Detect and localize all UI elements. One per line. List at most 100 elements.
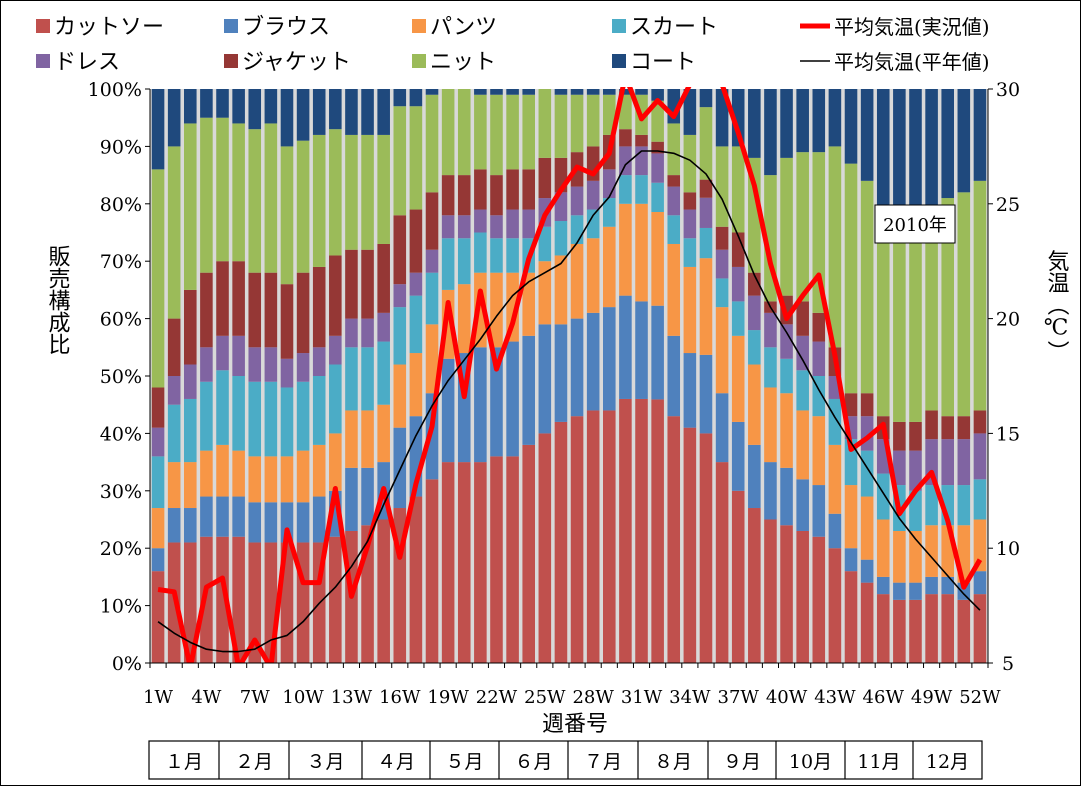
bar-segment-5-week-6 <box>232 335 245 376</box>
bar-segment-1-week-25 <box>538 433 552 663</box>
bar-segment-7-week-40 <box>780 157 793 296</box>
bar-segment-5-week-24 <box>522 209 535 239</box>
bar-segment-2-week-51 <box>957 582 971 600</box>
month-label: １月 <box>165 751 203 773</box>
bar-segment-5-week-13 <box>345 318 358 348</box>
bar-segment-6-week-49 <box>925 410 938 440</box>
bar-segment-6-week-25 <box>538 157 552 199</box>
bar-segment-7-week-34 <box>683 134 697 193</box>
bar-segment-6-week-36 <box>715 226 729 250</box>
bar-segment-3-week-41 <box>796 410 809 480</box>
bar-segment-7-week-4 <box>200 117 213 273</box>
bar-segment-6-week-45 <box>860 393 874 417</box>
bar-segment-2-week-27 <box>570 318 584 417</box>
bar-segment-1-week-33 <box>667 416 681 663</box>
bar-segment-2-week-31 <box>635 301 648 399</box>
legend-label: ドレス <box>54 50 120 75</box>
bar-segment-8-week-43 <box>828 89 842 147</box>
legend-swatch <box>224 54 238 68</box>
bar-segment-2-week-8 <box>264 502 278 543</box>
bar-segment-6-week-13 <box>345 249 358 319</box>
bar-segment-1-week-26 <box>554 421 568 663</box>
x-tick-label: 19W <box>427 687 469 708</box>
bar-segment-4-week-44 <box>844 439 858 486</box>
bar-segment-3-week-6 <box>232 450 245 497</box>
bar-segment-3-week-14 <box>361 410 374 468</box>
legend-label: ニット <box>430 50 496 75</box>
y-tick-label: 50% <box>100 366 142 388</box>
bar-segment-4-week-51 <box>957 485 971 526</box>
bar-segment-3-week-31 <box>635 203 648 302</box>
month-label: ５月 <box>445 751 483 773</box>
bar-segment-8-week-30 <box>619 89 632 95</box>
bar-segment-8-week-35 <box>699 89 713 108</box>
legend-swatch <box>36 54 50 68</box>
bar-segment-8-week-47 <box>893 89 906 227</box>
y2-tick-label: 10 <box>996 538 1020 560</box>
bar-segment-3-week-35 <box>699 258 713 355</box>
bar-segment-8-week-6 <box>232 89 245 124</box>
bar-segment-7-week-13 <box>345 134 358 250</box>
x-tick-label: 4W <box>191 687 221 708</box>
bar-segment-5-week-28 <box>586 180 600 210</box>
bar-segment-3-week-38 <box>748 364 761 445</box>
bar-segment-4-week-15 <box>377 341 390 405</box>
bar-segment-2-week-49 <box>925 576 938 595</box>
y2-tick-label: 5 <box>1002 653 1014 675</box>
bar-segment-7-week-1 <box>151 169 165 388</box>
bar-segment-6-week-22 <box>490 175 503 216</box>
bar-segment-8-week-3 <box>184 89 197 124</box>
bar-segment-1-week-23 <box>506 456 519 663</box>
bar-segment-1-week-31 <box>635 398 648 663</box>
bar-segment-6-week-35 <box>699 179 713 198</box>
bar-segment-2-week-40 <box>780 467 793 526</box>
bar-segment-4-week-8 <box>264 381 278 457</box>
bar-segment-7-week-10 <box>296 140 310 273</box>
bar-segment-2-week-42 <box>812 485 826 537</box>
bar-segment-2-week-50 <box>941 576 954 595</box>
bar-segment-1-week-12 <box>329 536 342 663</box>
bar-segment-7-week-24 <box>522 94 535 170</box>
bar-segment-4-week-38 <box>748 330 761 365</box>
bar-segment-7-week-30 <box>619 94 632 130</box>
bar-segment-4-week-7 <box>248 381 262 457</box>
bar-segment-8-week-18 <box>425 89 439 95</box>
month-label: ６月 <box>514 751 552 773</box>
bar-segment-1-week-17 <box>409 496 423 663</box>
bar-segment-4-week-25 <box>538 226 552 262</box>
bar-segment-5-week-10 <box>296 353 310 382</box>
bar-segment-5-week-36 <box>715 249 729 279</box>
bar-segment-6-week-10 <box>296 272 310 354</box>
bar-segment-7-week-45 <box>860 180 874 394</box>
bar-segment-2-week-26 <box>554 324 568 422</box>
bar-segment-1-week-28 <box>586 410 600 663</box>
bar-segment-7-week-23 <box>506 94 519 170</box>
annotation-box <box>874 204 956 244</box>
bar-segment-3-week-1 <box>151 508 165 549</box>
bar-segment-4-week-40 <box>780 358 793 394</box>
y-tick-label: 60% <box>100 309 142 331</box>
bar-segment-8-week-36 <box>715 89 729 147</box>
y-tick-label: 30% <box>100 481 142 503</box>
bar-segment-4-week-27 <box>570 215 584 244</box>
bar-segment-4-week-11 <box>312 376 326 445</box>
bar-segment-8-week-40 <box>780 89 793 158</box>
bar-segment-4-week-33 <box>667 215 681 244</box>
bar-segment-4-week-16 <box>393 307 407 365</box>
bar-segment-5-week-14 <box>361 318 374 348</box>
bar-segment-7-week-25 <box>538 89 552 158</box>
bar-segment-5-week-17 <box>409 272 423 296</box>
bar-segment-2-week-52 <box>973 571 987 595</box>
bar-segment-1-week-40 <box>780 525 793 663</box>
bar-segment-6-week-17 <box>409 209 423 273</box>
bar-segment-7-week-47 <box>893 226 906 422</box>
bar-segment-4-week-43 <box>828 398 842 445</box>
bar-segment-1-week-37 <box>731 490 745 663</box>
bar-segment-5-week-23 <box>506 209 519 239</box>
bar-segment-6-week-37 <box>731 232 745 267</box>
bar-segment-4-week-14 <box>361 347 374 411</box>
bar-segment-1-week-22 <box>490 456 503 663</box>
bar-segment-6-week-15 <box>377 243 390 313</box>
bar-segment-3-week-24 <box>522 272 535 336</box>
bar-segment-8-week-26 <box>554 89 568 95</box>
